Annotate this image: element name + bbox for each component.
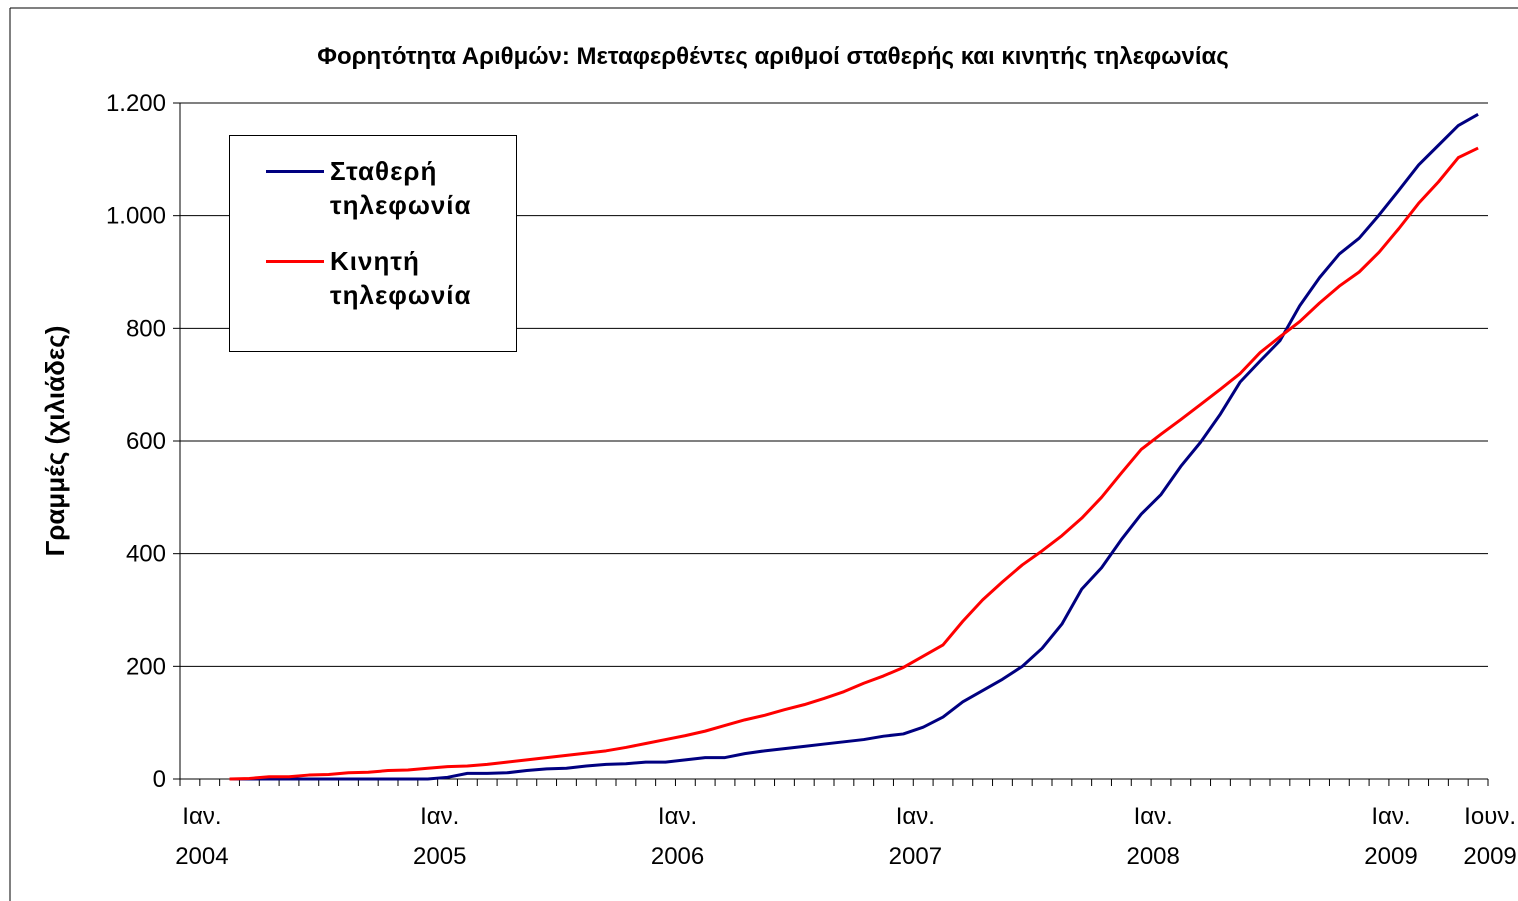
x-tick-label: 2008: [1126, 843, 1179, 870]
x-tick-label: Ιουν.: [1464, 803, 1516, 830]
legend-label: Σταθερή τηλεφωνία: [330, 156, 472, 220]
y-tick-label: 1.000: [106, 203, 166, 230]
x-tick-label: Ιαν.: [658, 803, 697, 830]
y-tick-label: 200: [126, 653, 166, 680]
y-tick-label: 0: [153, 766, 166, 793]
chart-title: Φορητότητα Αριθμών: Μεταφερθέντες αριθμο…: [317, 43, 1229, 70]
x-tick-label: 2006: [651, 843, 704, 870]
legend-entry: Σταθερή τηλεφωνία: [230, 154, 516, 222]
x-tick-label: 2007: [889, 843, 942, 870]
y-axis-title: Γραμμές (χιλιάδες): [40, 326, 70, 557]
x-tick-label: Ιαν.: [182, 803, 221, 830]
series-line: [229, 146, 1479, 781]
y-tick-label: 800: [126, 315, 166, 342]
y-tick-label: 600: [126, 428, 166, 455]
series-line: [229, 112, 1479, 781]
legend-swatch: [266, 260, 324, 263]
x-tick-label: Ιαν.: [1371, 803, 1410, 830]
x-tick-label: Ιαν.: [420, 803, 459, 830]
legend-swatch: [266, 170, 324, 173]
x-tick-label: 2009: [1364, 843, 1417, 870]
legend: Σταθερή τηλεφωνία Κινητή τηλεφωνία: [229, 135, 517, 352]
x-tick-label: 2005: [413, 843, 466, 870]
y-tick-label: 400: [126, 541, 166, 568]
y-tick-label: 1.200: [106, 90, 166, 117]
x-tick-label: Ιαν.: [896, 803, 935, 830]
legend-label: Κινητή τηλεφωνία: [330, 246, 472, 310]
legend-entry: Κινητή τηλεφωνία: [230, 244, 516, 312]
x-tick-label: 2009: [1463, 843, 1516, 870]
x-tick-label: Ιαν.: [1134, 803, 1173, 830]
x-tick-label: 2004: [175, 843, 228, 870]
